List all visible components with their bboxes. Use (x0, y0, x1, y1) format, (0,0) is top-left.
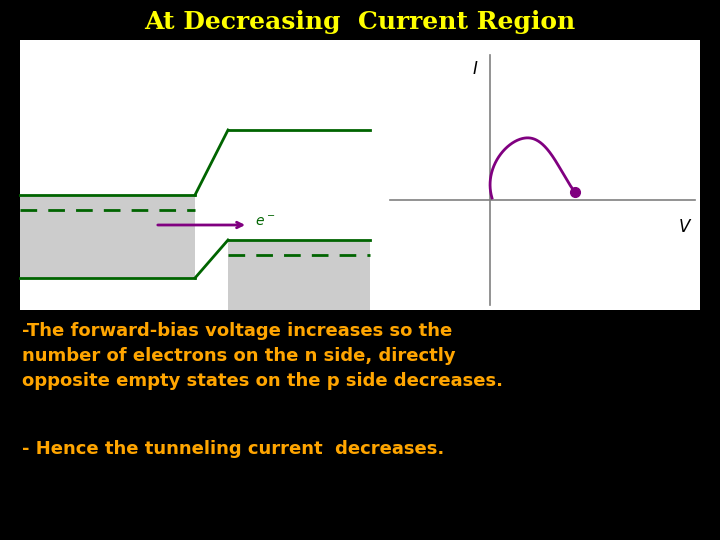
Text: I: I (472, 60, 477, 78)
Bar (20, 195, 195, 278)
Text: -The forward-bias voltage increases so the
number of electrons on the n side, di: -The forward-bias voltage increases so t… (22, 322, 503, 390)
Text: At Decreasing  Current Region: At Decreasing Current Region (145, 10, 575, 34)
Text: - Hence the tunneling current  decreases.: - Hence the tunneling current decreases. (22, 440, 444, 458)
Text: $e^-$: $e^-$ (255, 215, 275, 229)
Text: V: V (679, 218, 690, 236)
Bar (20, 40, 700, 310)
Bar (228, 240, 370, 310)
